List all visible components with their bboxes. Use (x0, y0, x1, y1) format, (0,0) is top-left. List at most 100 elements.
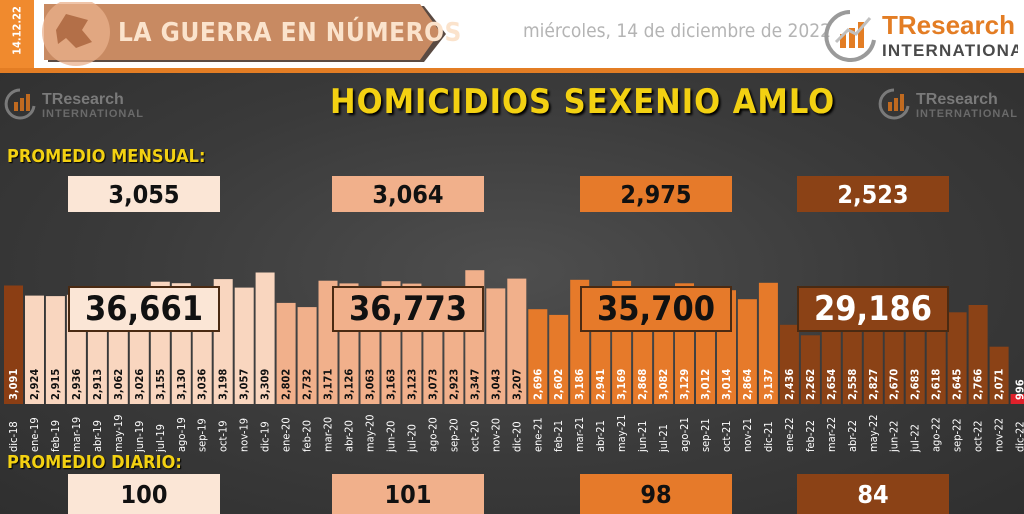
daily-average-label: PROMEDIO DIARIO: (7, 452, 182, 473)
x-tick-dic-18: dic-18 (7, 421, 20, 452)
value-label-jul-22: 2,683 (909, 369, 922, 400)
daily-average-2020: 101 (332, 474, 484, 514)
value-label-feb-20: 2,732 (301, 369, 314, 400)
value-label-dic-19: 3,309 (259, 369, 272, 400)
date-strip: 14.12.22 (0, 0, 34, 68)
x-tick-nov-20: nov-20 (489, 418, 502, 452)
bar-dic-19 (255, 272, 275, 404)
monthly-average-2021: 2,975 (580, 176, 732, 212)
x-tick-sep-19: sep-19 (196, 418, 209, 452)
value-label-jul-21: 3,082 (657, 369, 670, 400)
bar-oct-22 (968, 305, 988, 404)
x-tick-jun-21: jun-21 (636, 421, 649, 453)
value-label-mar-20: 3,171 (322, 369, 335, 400)
value-label-jun-19: 3,026 (133, 369, 146, 400)
value-label-dic-21: 3,137 (762, 369, 775, 400)
value-label-jun-21: 2,868 (636, 369, 649, 400)
x-tick-nov-21: nov-21 (741, 418, 754, 452)
x-tick-dic-22: dic-22 (1014, 421, 1024, 452)
x-tick-jun-22: jun-22 (888, 421, 901, 453)
x-tick-feb-21: feb-21 (552, 420, 565, 452)
bar-nov-21 (737, 299, 757, 404)
chart-title: HOMICIDIOS SEXENIO AMLO (330, 82, 836, 122)
value-label-oct-21: 3,014 (720, 369, 733, 400)
value-label-may-20: 3,063 (364, 369, 377, 400)
year-total-2020: 36,773 (332, 286, 484, 332)
x-tick-feb-22: feb-22 (804, 420, 817, 452)
value-label-mar-21: 3,186 (573, 369, 586, 400)
x-tick-ene-21: ene-21 (531, 417, 544, 452)
bar-abr-22 (842, 317, 862, 404)
value-label-jul-19: 3,155 (154, 369, 167, 400)
watermark-brand-name: TResearch (42, 91, 124, 108)
bar-feb-19 (45, 296, 65, 404)
x-tick-may-20: may-20 (364, 414, 377, 452)
x-tick-abr-20: abr-20 (343, 420, 356, 452)
x-tick-oct-22: oct-22 (972, 420, 985, 452)
x-tick-ene-20: ene-20 (280, 417, 293, 452)
value-label-ene-21: 2,696 (531, 369, 544, 400)
value-label-ago-21: 3,129 (678, 369, 691, 400)
x-tick-jul-20: jul-20 (405, 424, 418, 453)
bar-feb-20 (297, 307, 317, 404)
value-label-ago-20: 3,073 (426, 369, 439, 400)
value-label-may-19: 3,062 (112, 369, 125, 400)
monthly-average-2022: 2,523 (797, 176, 949, 212)
value-label-ago-22: 2,618 (930, 369, 943, 400)
x-tick-oct-19: oct-19 (217, 420, 230, 452)
x-tick-nov-22: nov-22 (993, 418, 1006, 452)
watermark-logo-left: TResearch INTERNATIONAL (4, 88, 144, 120)
value-label-dic-22: 996 (1014, 379, 1024, 400)
x-tick-feb-20: feb-20 (301, 420, 314, 452)
watermark-logo-right: TResearch INTERNATIONAL (878, 88, 1018, 120)
banner (42, 2, 446, 66)
value-label-ene-19: 2,924 (28, 369, 41, 400)
bar-sep-22 (947, 312, 967, 404)
trend-arrow-icon (834, 17, 872, 44)
accent-divider (0, 68, 1024, 73)
bar-feb-22 (800, 335, 820, 404)
x-tick-ago-21: ago-21 (678, 417, 691, 452)
bar-ene-19 (25, 295, 44, 404)
value-label-dic-20: 3,207 (510, 369, 523, 400)
value-label-nov-21: 2,864 (741, 369, 754, 400)
x-tick-ene-19: ene-19 (28, 417, 41, 452)
x-tick-dic-21: dic-21 (762, 421, 775, 452)
bar-feb-21 (549, 314, 569, 404)
x-tick-may-22: may-22 (867, 414, 880, 452)
watermark-brand-sub: INTERNATIONAL (916, 108, 1018, 120)
x-tick-may-21: may-21 (615, 414, 628, 452)
value-label-jul-20: 3,123 (405, 369, 418, 400)
value-label-mar-22: 2,654 (825, 369, 838, 400)
x-tick-ago-19: ago-19 (175, 417, 188, 452)
brand-logo: TResearch INTERNATIONAL (824, 10, 1018, 62)
x-tick-jul-21: jul-21 (657, 424, 670, 453)
watermark-brand-name: TResearch (916, 91, 998, 108)
bar-dic-22 (1010, 394, 1024, 404)
x-tick-sep-22: sep-22 (951, 418, 964, 452)
value-label-nov-19: 3,057 (238, 369, 251, 400)
bar-jun-22 (884, 310, 904, 404)
x-tick-sep-20: sep-20 (447, 418, 460, 452)
bar-mar-22 (821, 311, 841, 404)
value-label-dic-18: 3,091 (7, 369, 20, 400)
bar-dic-21 (758, 282, 778, 404)
brand-sub: INTERNATIONAL (882, 41, 1018, 60)
watermark-brand-sub: INTERNATIONAL (42, 108, 144, 120)
value-label-oct-19: 3,198 (217, 369, 230, 400)
bar-nov-22 (989, 346, 1009, 404)
banner-background (44, 4, 440, 60)
monthly-average-2020: 3,064 (332, 176, 484, 212)
bar-nov-19 (234, 287, 254, 404)
x-tick-oct-20: oct-20 (468, 420, 481, 452)
x-tick-oct-21: oct-21 (720, 420, 733, 452)
x-tick-jun-20: jun-20 (385, 421, 398, 453)
x-tick-abr-19: abr-19 (91, 420, 104, 452)
value-label-jun-20: 3,163 (385, 369, 398, 400)
logo-ring-icon (824, 10, 876, 62)
x-tick-mar-21: mar-21 (573, 417, 586, 452)
year-total-2022: 29,186 (797, 286, 949, 332)
x-tick-ago-22: ago-22 (930, 417, 943, 452)
